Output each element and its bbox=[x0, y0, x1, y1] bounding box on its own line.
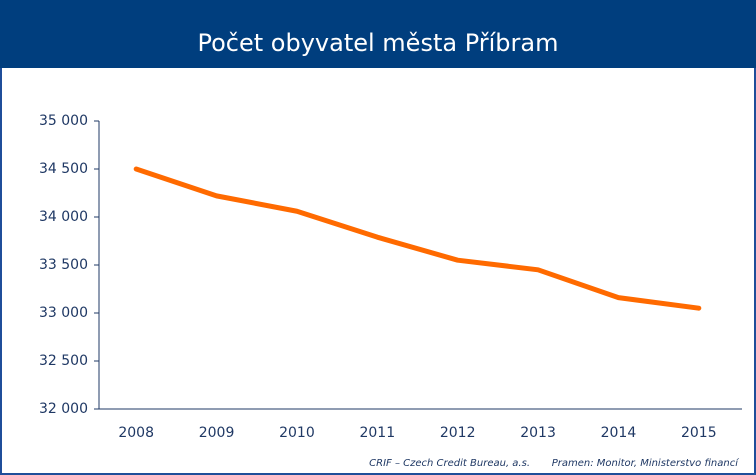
chart-title: Počet obyvatel města Příbram bbox=[198, 29, 559, 57]
x-tick-label: 2008 bbox=[118, 425, 154, 441]
y-tick-label: 33 000 bbox=[39, 305, 88, 321]
footer-credit: CRIF – Czech Credit Bureau, a.s. bbox=[369, 458, 530, 469]
footer-source: Pramen: Monitor, Ministerstvo financí bbox=[552, 457, 740, 469]
y-tick-label: 34 000 bbox=[39, 209, 88, 225]
x-tick-label: 2012 bbox=[440, 425, 476, 441]
y-tick-label: 34 500 bbox=[39, 161, 88, 177]
x-tick-label: 2009 bbox=[199, 425, 235, 441]
header bbox=[0, 0, 756, 68]
x-tick-label: 2013 bbox=[520, 425, 556, 441]
x-tick-label: 2015 bbox=[681, 425, 717, 441]
y-tick-label: 32 000 bbox=[39, 401, 88, 417]
y-tick-label: 33 500 bbox=[39, 257, 88, 273]
x-tick-label: 2014 bbox=[601, 425, 637, 441]
x-tick-label: 2010 bbox=[279, 425, 315, 441]
data-line bbox=[133, 166, 702, 311]
x-tick-label: 2011 bbox=[359, 425, 395, 441]
y-tick-label: 32 500 bbox=[39, 353, 88, 369]
y-tick-label: 35 000 bbox=[39, 113, 88, 129]
